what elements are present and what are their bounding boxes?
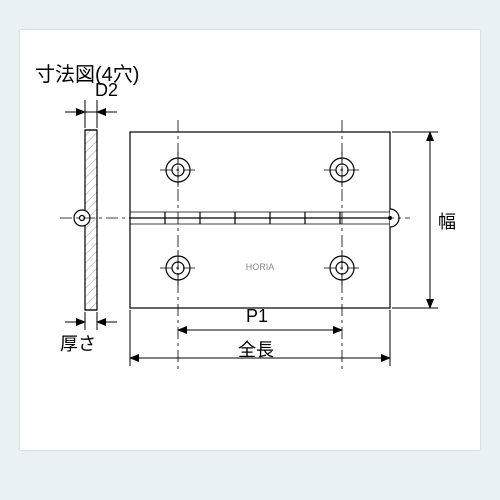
label-length: 全長 [238, 336, 274, 362]
label-d2: D2 [95, 80, 118, 101]
label-width: 幅 [438, 208, 456, 234]
dim-d2 [65, 100, 117, 128]
dim-thickness [65, 312, 117, 330]
svg-text:HORIA: HORIA [246, 262, 275, 272]
label-thickness: 厚さ [60, 330, 96, 356]
face-view: HORIA [130, 132, 399, 308]
label-p1: P1 [246, 306, 268, 327]
side-view [74, 130, 97, 310]
diagram-title: 寸法図(4穴) [35, 58, 139, 87]
